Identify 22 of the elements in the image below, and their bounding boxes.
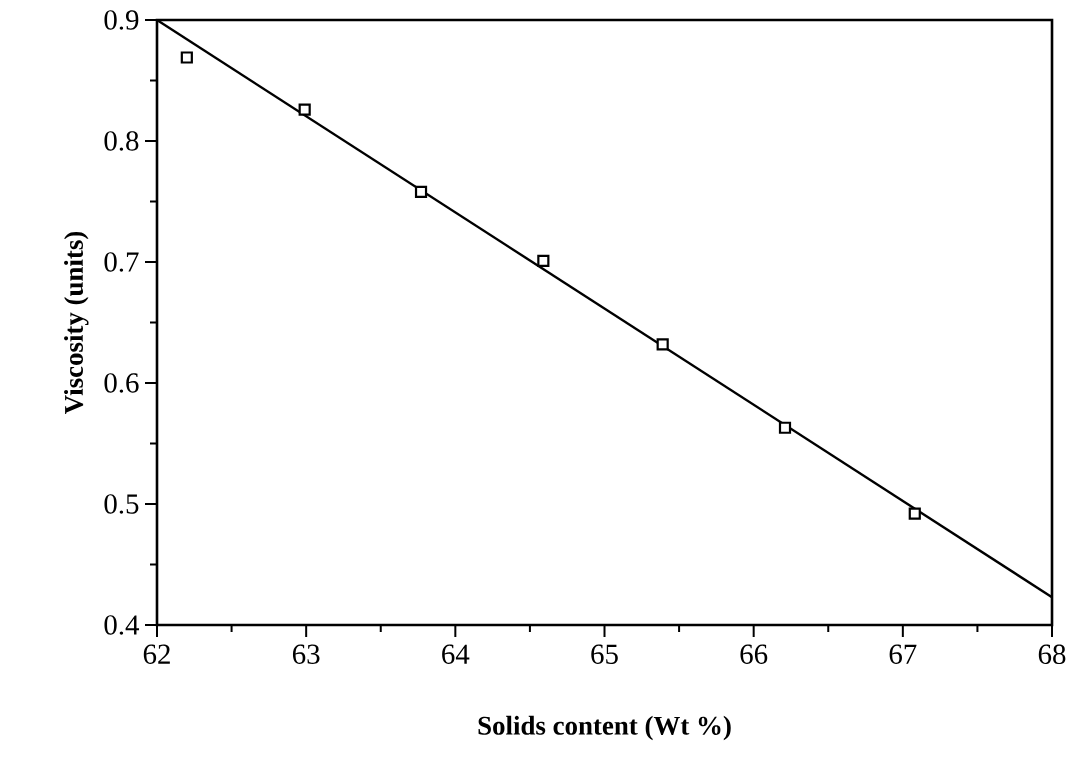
x-tick-label: 67 bbox=[889, 644, 917, 664]
point bbox=[537, 254, 550, 267]
point bbox=[414, 185, 428, 198]
y-axis-title: Viscosity (units) bbox=[64, 231, 89, 414]
x-tick-label: 68 bbox=[1038, 644, 1066, 665]
y-tick-label: 0.4 bbox=[104, 615, 140, 635]
point bbox=[298, 103, 311, 116]
point bbox=[180, 51, 193, 64]
point bbox=[656, 338, 669, 351]
x-tick-label: 65 bbox=[591, 644, 618, 664]
y-tick-label: 0.8 bbox=[104, 131, 139, 151]
y-tick-label: 0.9 bbox=[104, 10, 139, 30]
point bbox=[908, 507, 921, 520]
x-axis-title: Solids content (Wt %) bbox=[478, 715, 731, 741]
y-tick-label: 0.6 bbox=[104, 373, 139, 393]
x-tick-label: 64 bbox=[442, 644, 470, 664]
y-tick-label: 0.7 bbox=[104, 252, 139, 272]
y-tick-label: 0.5 bbox=[104, 494, 139, 514]
point bbox=[778, 421, 792, 434]
x-tick-label: 62 bbox=[143, 644, 170, 664]
x-tick-label: 63 bbox=[292, 644, 320, 664]
x-tick-label: 66 bbox=[740, 644, 768, 664]
